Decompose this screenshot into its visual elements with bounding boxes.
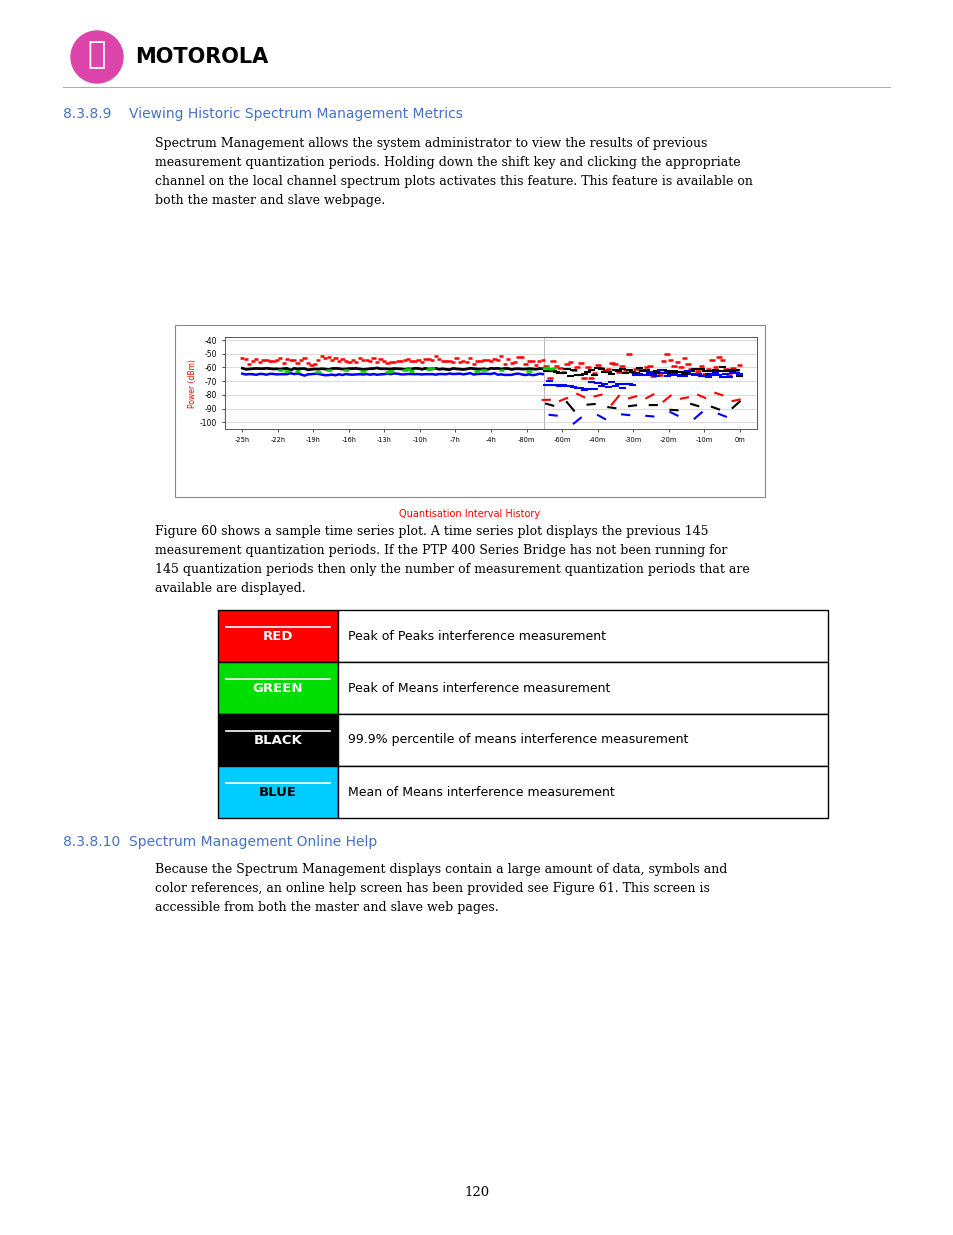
Circle shape <box>71 31 123 83</box>
Text: GREEN: GREEN <box>253 682 303 694</box>
Text: Mean of Means interference measurement: Mean of Means interference measurement <box>348 785 614 799</box>
Text: measurement quantization periods. Holding down the shift key and clicking the ap: measurement quantization periods. Holdin… <box>154 156 740 169</box>
Text: color references, an online help screen has been provided see Figure 61. This sc: color references, an online help screen … <box>154 882 709 895</box>
Text: 145 quantization periods then only the number of measurement quantization period: 145 quantization periods then only the n… <box>154 563 749 576</box>
Text: measurement quantization periods. If the PTP 400 Series Bridge has not been runn: measurement quantization periods. If the… <box>154 543 726 557</box>
Bar <box>337 766 827 818</box>
Text: 99.9% percentile of means interference measurement: 99.9% percentile of means interference m… <box>348 734 688 746</box>
Bar <box>337 714 827 766</box>
Y-axis label: Power (dBm): Power (dBm) <box>188 359 196 408</box>
Bar <box>337 610 827 662</box>
Text: channel on the local channel spectrum plots activates this feature. This feature: channel on the local channel spectrum pl… <box>154 175 752 188</box>
Text: Because the Spectrum Management displays contain a large amount of data, symbols: Because the Spectrum Management displays… <box>154 863 726 876</box>
Text: Spectrum Management allows the system administrator to view the results of previ: Spectrum Management allows the system ad… <box>154 137 706 149</box>
Bar <box>337 662 827 714</box>
Bar <box>218 662 337 714</box>
Bar <box>174 325 764 496</box>
Text: 120: 120 <box>464 1187 489 1199</box>
Text: Peak of Peaks interference measurement: Peak of Peaks interference measurement <box>348 630 605 642</box>
Bar <box>218 766 337 818</box>
Text: Quantisation Interval History: Quantisation Interval History <box>399 509 540 519</box>
Text: RED: RED <box>262 630 293 642</box>
Text: 8.3.8.10  Spectrum Management Online Help: 8.3.8.10 Spectrum Management Online Help <box>63 835 376 848</box>
Text: both the master and slave webpage.: both the master and slave webpage. <box>154 194 385 207</box>
Text: BLUE: BLUE <box>258 785 296 799</box>
Bar <box>218 714 337 766</box>
Bar <box>218 610 337 662</box>
Text: available are displayed.: available are displayed. <box>154 582 305 595</box>
Text: accessible from both the master and slave web pages.: accessible from both the master and slav… <box>154 902 498 914</box>
Text: Ⓜ: Ⓜ <box>88 41 106 69</box>
Text: BLACK: BLACK <box>253 734 302 746</box>
Text: Peak of Means interference measurement: Peak of Means interference measurement <box>348 682 610 694</box>
Text: Figure 60 shows a sample time series plot. A time series plot displays the previ: Figure 60 shows a sample time series plo… <box>154 525 708 538</box>
Text: MOTOROLA: MOTOROLA <box>135 47 268 67</box>
Text: 8.3.8.9    Viewing Historic Spectrum Management Metrics: 8.3.8.9 Viewing Historic Spectrum Manage… <box>63 107 462 121</box>
